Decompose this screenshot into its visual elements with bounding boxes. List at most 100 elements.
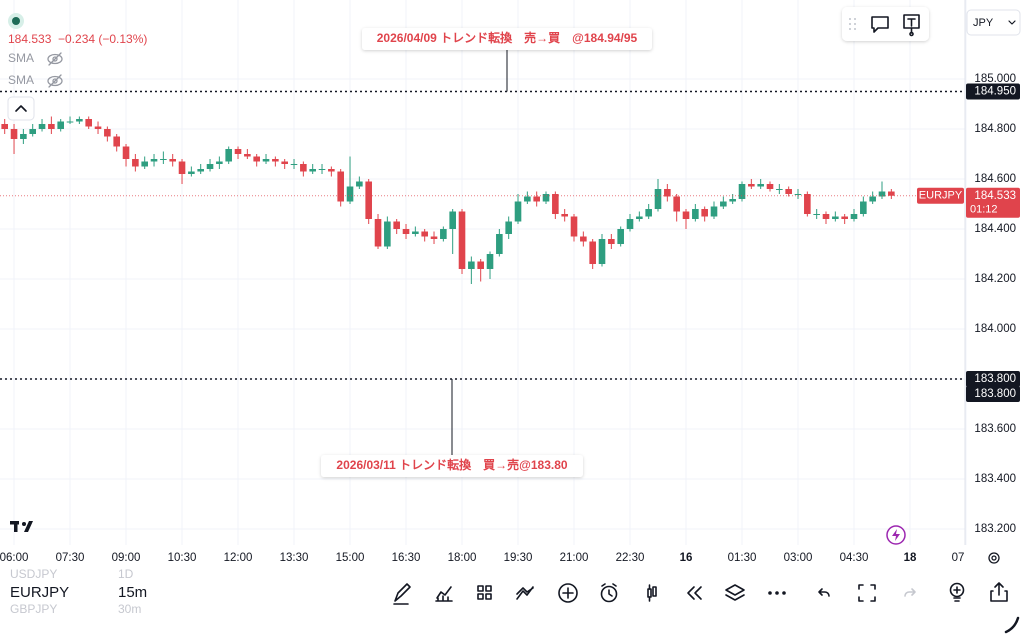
fullscreen-icon[interactable] — [858, 584, 876, 602]
text-tool-icon[interactable] — [903, 14, 920, 37]
layers-icon[interactable] — [725, 584, 745, 601]
candle-body — [486, 254, 494, 269]
chart-type-icon[interactable] — [647, 584, 657, 602]
y-tick-label: 184.000 — [974, 323, 1016, 335]
candle-body — [76, 119, 83, 122]
symbol[interactable]: USDJPY — [10, 567, 57, 581]
undo-icon[interactable] — [818, 588, 830, 597]
price-tag-label: 184.950 — [974, 86, 1016, 98]
candle-body — [748, 184, 755, 187]
collapse-button[interactable] — [7, 96, 35, 121]
candle-body — [150, 159, 158, 162]
ideas-icon[interactable] — [949, 582, 965, 602]
redo-icon[interactable] — [904, 588, 916, 597]
candles — [1, 116, 895, 284]
x-tick-label: 07:30 — [952, 552, 981, 564]
settings-icon[interactable] — [988, 552, 1000, 564]
symbol[interactable]: GBPJPY — [10, 602, 57, 616]
candle-body — [832, 216, 839, 219]
x-tick-label: 19:30 — [504, 552, 533, 564]
y-tick-label: 184.600 — [974, 173, 1016, 185]
candle-body — [412, 231, 419, 234]
drag-handle[interactable] — [849, 18, 856, 30]
x-tick-label: 15:00 — [336, 552, 365, 564]
callout-box — [362, 28, 652, 50]
alert-icon[interactable] — [600, 583, 618, 603]
y-tick-label: 184.200 — [974, 273, 1016, 285]
candle-body — [104, 129, 111, 137]
candle-body — [570, 216, 578, 237]
candle-body — [542, 194, 550, 202]
price-tag-label: 183.800 — [974, 373, 1016, 385]
add-icon[interactable] — [558, 583, 578, 603]
candle-body — [216, 161, 223, 164]
y-tick-label: 183.400 — [974, 473, 1016, 485]
candle-body — [664, 189, 671, 197]
candle-body — [533, 196, 540, 202]
candle-body — [477, 261, 484, 269]
interval[interactable]: 1D — [118, 567, 134, 581]
callout-text: 2026/03/11 トレンド転換 買→売@183.80 — [336, 457, 567, 472]
candle-body — [48, 124, 55, 129]
last-price: 184.533 — [8, 32, 52, 46]
candle-body — [272, 159, 279, 162]
toolbar — [393, 582, 1008, 605]
price-tag-label: 183.800 — [974, 388, 1016, 400]
callout-box — [321, 455, 583, 477]
draw-icon[interactable] — [393, 583, 411, 605]
x-tick-label: 18:00 — [448, 552, 477, 564]
indicator[interactable]: SMA — [8, 73, 34, 87]
candle-body — [337, 171, 344, 202]
candle-body — [346, 186, 354, 202]
candle-body — [720, 201, 727, 207]
symbol-tag — [917, 187, 964, 204]
candle-body — [589, 241, 596, 264]
candle-body — [757, 184, 764, 187]
candle-body — [850, 214, 858, 219]
indicators-icon[interactable] — [435, 586, 453, 602]
candle-body — [580, 236, 587, 242]
candle-body — [188, 171, 195, 174]
candle-body — [673, 196, 680, 212]
interval[interactable]: 15m — [118, 584, 147, 601]
currency-select[interactable] — [966, 9, 1021, 36]
candle-body — [113, 136, 120, 147]
candle-body — [374, 219, 382, 247]
more-icon[interactable] — [768, 591, 786, 595]
candle-body — [458, 211, 466, 269]
symbol[interactable]: EURJPY — [10, 584, 69, 601]
candle-body — [710, 206, 718, 217]
interval[interactable]: 30m — [118, 602, 141, 616]
compare-icon[interactable] — [516, 586, 534, 600]
candle-body — [692, 209, 699, 219]
candle-body — [794, 194, 802, 195]
candle-body — [132, 159, 139, 167]
candle-body — [300, 164, 307, 172]
x-tick-label: 22:30 — [616, 552, 645, 564]
x-tick-label: 09:00 — [112, 552, 141, 564]
candle-body — [262, 159, 270, 162]
candle-body — [365, 181, 372, 219]
comment-icon[interactable] — [871, 16, 889, 33]
indicator[interactable]: SMA — [8, 51, 34, 65]
hide-icon[interactable] — [47, 52, 63, 66]
x-tick-label: 13:30 — [280, 552, 309, 564]
candle-body — [122, 146, 130, 159]
candle-body — [402, 229, 410, 234]
y-tick-label: 183.600 — [974, 423, 1016, 435]
overlay: 185.000 184.800 184.600 184.400 184.200 184.0… — [0, 28, 1020, 535]
hide-icon[interactable] — [47, 74, 63, 88]
layout-icon[interactable] — [477, 585, 492, 600]
candle-body — [598, 239, 606, 264]
candle-body — [496, 234, 503, 254]
candle-body — [29, 129, 36, 134]
y-tick-label: 184.400 — [974, 223, 1016, 235]
candle-body — [253, 156, 260, 162]
candle-body — [626, 219, 634, 229]
replay-icon[interactable] — [687, 586, 702, 600]
y-tick-label: 184.800 — [974, 123, 1016, 135]
candle-body — [841, 216, 848, 219]
share-icon[interactable] — [990, 582, 1008, 602]
candle-body — [608, 239, 615, 244]
candle-body — [822, 214, 830, 219]
